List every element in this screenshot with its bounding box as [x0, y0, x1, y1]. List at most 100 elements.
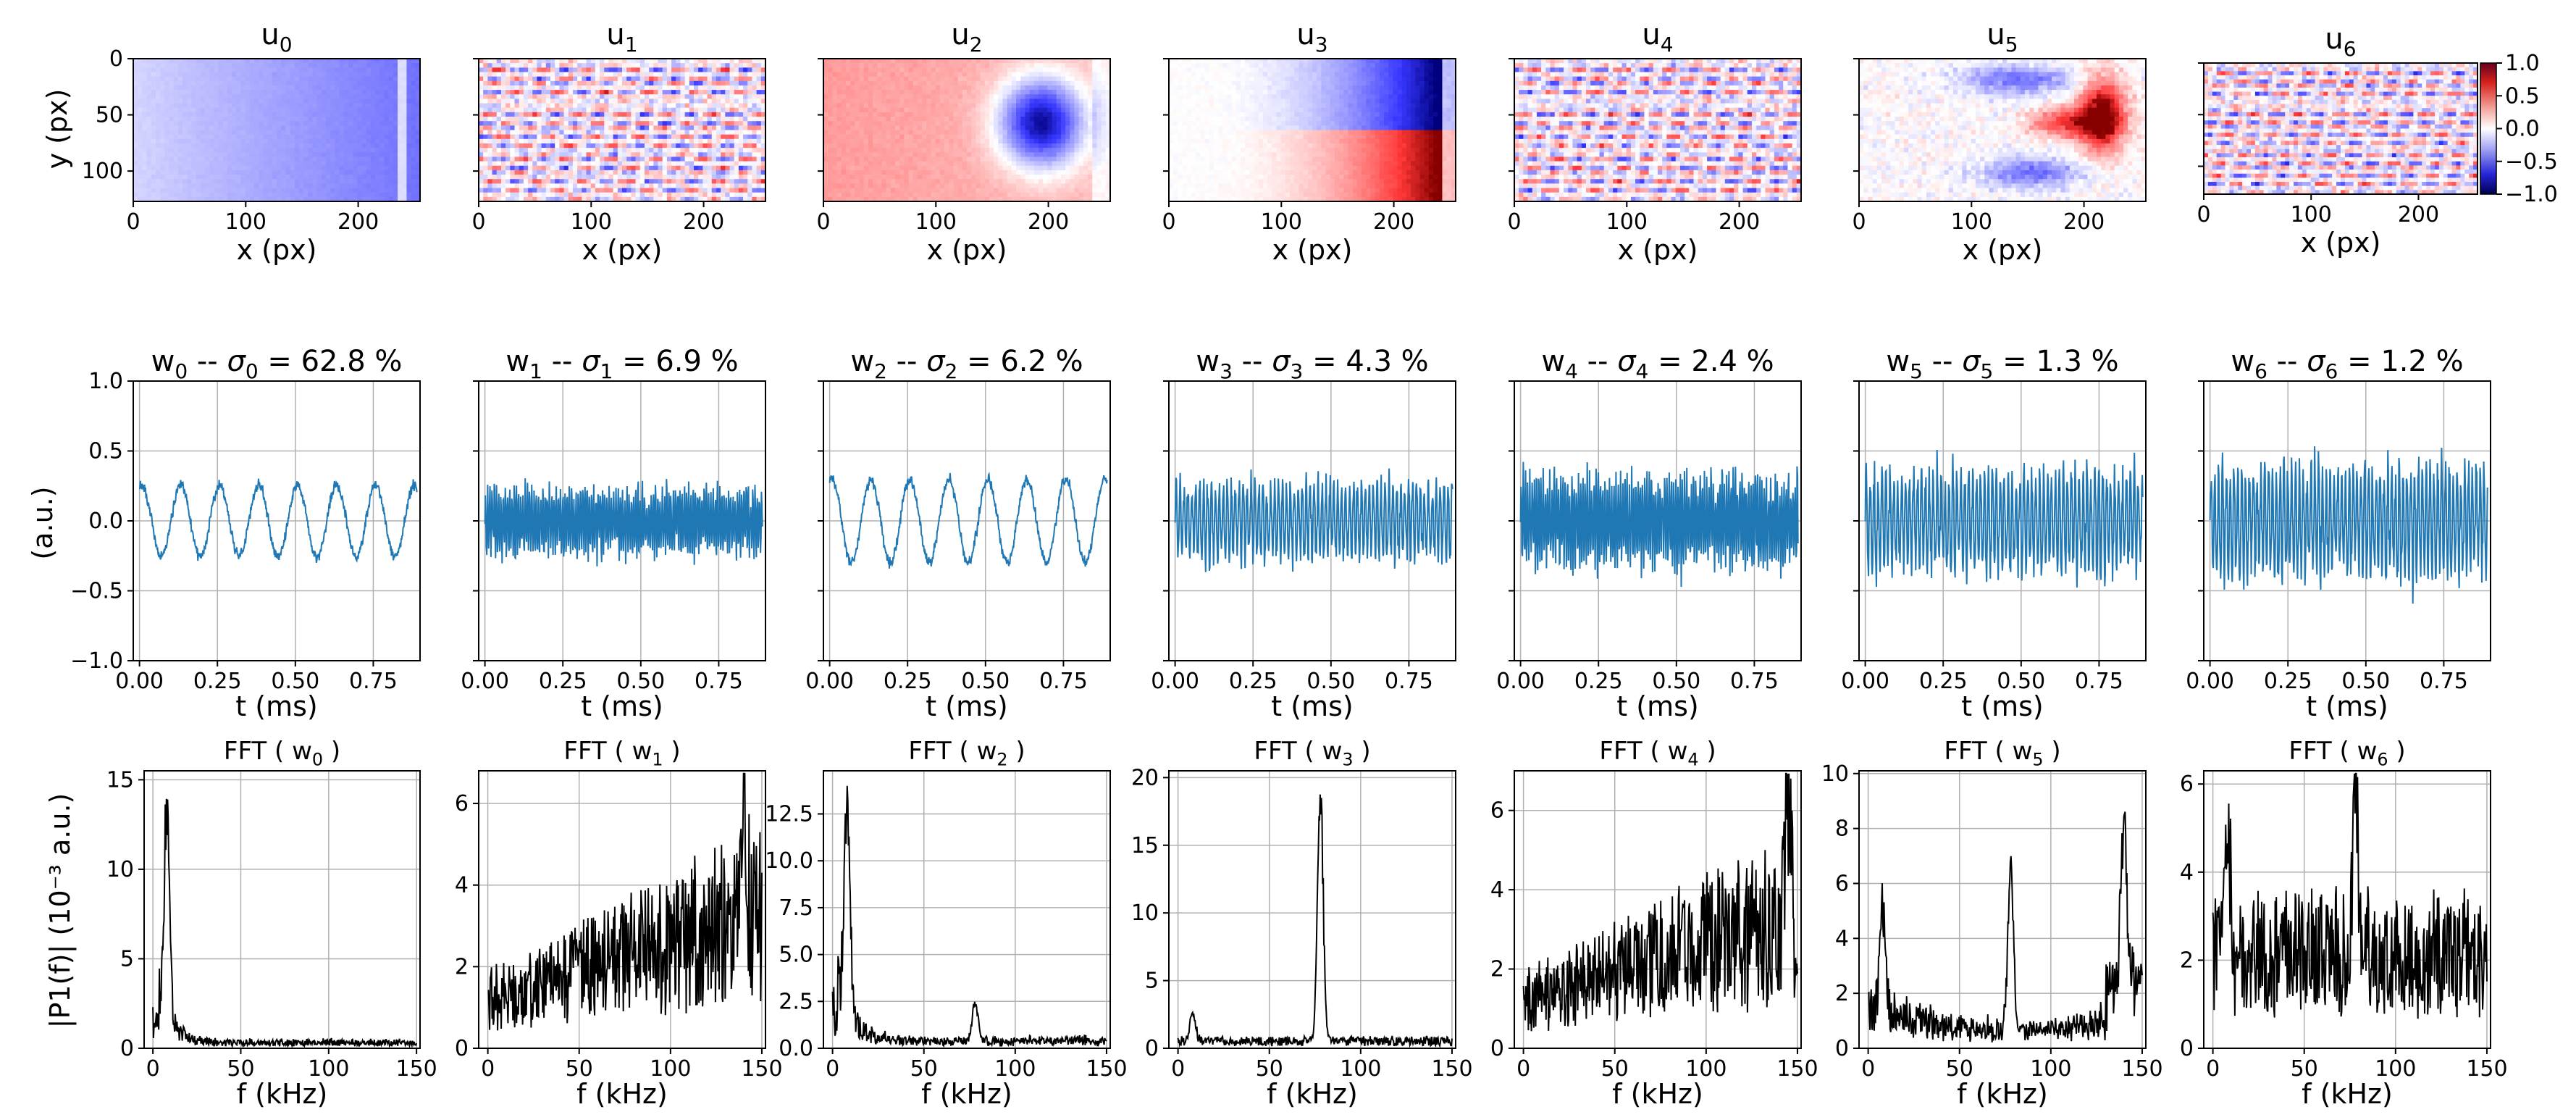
- heat-cell: [1043, 99, 1048, 104]
- heat-cell: [716, 130, 721, 135]
- heat-cell: [398, 72, 403, 78]
- heat-cell: [617, 170, 623, 175]
- heat-cell: [285, 125, 291, 131]
- heat-cell: [912, 90, 918, 95]
- heat-cell: [653, 99, 659, 104]
- heat-cell: [944, 103, 949, 109]
- heat-cell: [505, 90, 511, 95]
- heat-cell: [716, 117, 721, 122]
- heat-cell: [823, 94, 828, 100]
- heat-cell: [142, 165, 148, 171]
- heat-cell: [873, 59, 878, 64]
- heat-cell: [976, 94, 981, 100]
- heat-cell: [1047, 67, 1053, 73]
- heat-cell: [138, 107, 143, 113]
- heat-cell: [339, 134, 345, 140]
- heat-cell: [680, 138, 686, 144]
- heat-cell: [335, 76, 340, 82]
- heat-cell: [738, 76, 744, 82]
- heat-cell: [711, 156, 717, 162]
- heat-cell: [326, 99, 331, 104]
- heat-cell: [272, 90, 277, 95]
- heat-cell: [582, 165, 587, 171]
- heat-cell: [658, 179, 663, 184]
- heat-cell: [994, 59, 999, 64]
- heat-cell: [330, 94, 336, 100]
- heat-cell: [232, 148, 237, 153]
- heat-cell: [1074, 107, 1080, 113]
- heat-cell: [707, 156, 713, 162]
- heat-cell: [173, 179, 179, 184]
- heat-cell: [316, 148, 322, 153]
- heat-cell: [267, 125, 273, 131]
- heat-cell: [707, 170, 713, 175]
- heat-cell: [1092, 112, 1098, 117]
- heat-cell: [133, 76, 138, 82]
- heat-cell: [303, 175, 309, 180]
- heat-cell: [608, 148, 614, 153]
- heat-cell: [138, 63, 143, 68]
- heat-cell: [308, 63, 314, 68]
- heat-cell: [393, 179, 398, 184]
- heat-cell: [528, 94, 533, 100]
- heat-cell: [398, 107, 403, 113]
- heat-cell: [308, 192, 314, 198]
- heat-cell: [550, 112, 555, 117]
- heat-cell: [577, 117, 582, 122]
- heat-cell: [1007, 112, 1012, 117]
- heat-cell: [859, 117, 865, 122]
- heat-cell: [214, 156, 219, 162]
- heat-cell: [1060, 99, 1066, 104]
- heat-cell: [339, 161, 345, 167]
- heat-cell: [519, 121, 524, 126]
- heat-cell: [666, 103, 672, 109]
- heat-cell: [577, 175, 582, 180]
- heat-cell: [756, 99, 762, 104]
- heat-cell: [330, 107, 336, 113]
- heat-cell: [479, 188, 484, 193]
- heat-cell: [595, 179, 600, 184]
- heat-cell: [582, 112, 587, 117]
- heat-cell: [267, 130, 273, 135]
- heat-cell: [370, 90, 376, 95]
- heat-cell: [617, 103, 623, 109]
- heat-cell: [613, 85, 618, 91]
- heat-cell: [142, 121, 148, 126]
- heat-cell: [939, 85, 945, 91]
- heat-cell: [232, 112, 237, 117]
- heat-cell: [541, 196, 547, 202]
- heat-cell: [133, 156, 138, 162]
- heat-cell: [294, 130, 300, 135]
- heat-cell: [649, 192, 654, 198]
- heat-cell: [734, 125, 739, 131]
- heat-cell: [510, 67, 516, 73]
- heat-cell: [523, 179, 529, 184]
- heat-cell: [398, 76, 403, 82]
- heat-cell: [500, 148, 506, 153]
- heat-cell: [277, 125, 282, 131]
- heat-cell: [644, 183, 650, 189]
- heat-cell: [617, 125, 623, 131]
- heat-cell: [254, 196, 259, 202]
- heat-cell: [931, 107, 936, 113]
- heat-cell: [316, 161, 322, 167]
- heat-cell: [586, 138, 592, 144]
- heat-cell: [528, 103, 533, 109]
- heat-cell: [631, 188, 637, 193]
- heat-cell: [684, 59, 690, 64]
- heat-cell: [595, 192, 600, 198]
- heat-cell: [348, 161, 353, 167]
- heat-cell: [953, 107, 959, 113]
- heat-cell: [277, 138, 282, 144]
- heat-cell: [582, 192, 587, 198]
- heat-cell: [316, 134, 322, 140]
- heat-cell: [626, 103, 632, 109]
- heat-cell: [841, 117, 847, 122]
- heat-cell: [146, 59, 152, 64]
- heat-cell: [716, 138, 721, 144]
- heat-cell: [272, 76, 277, 82]
- heat-cell: [559, 138, 565, 144]
- heat-cell: [1039, 85, 1044, 91]
- heat-cell: [738, 196, 744, 202]
- heat-cell: [308, 76, 314, 82]
